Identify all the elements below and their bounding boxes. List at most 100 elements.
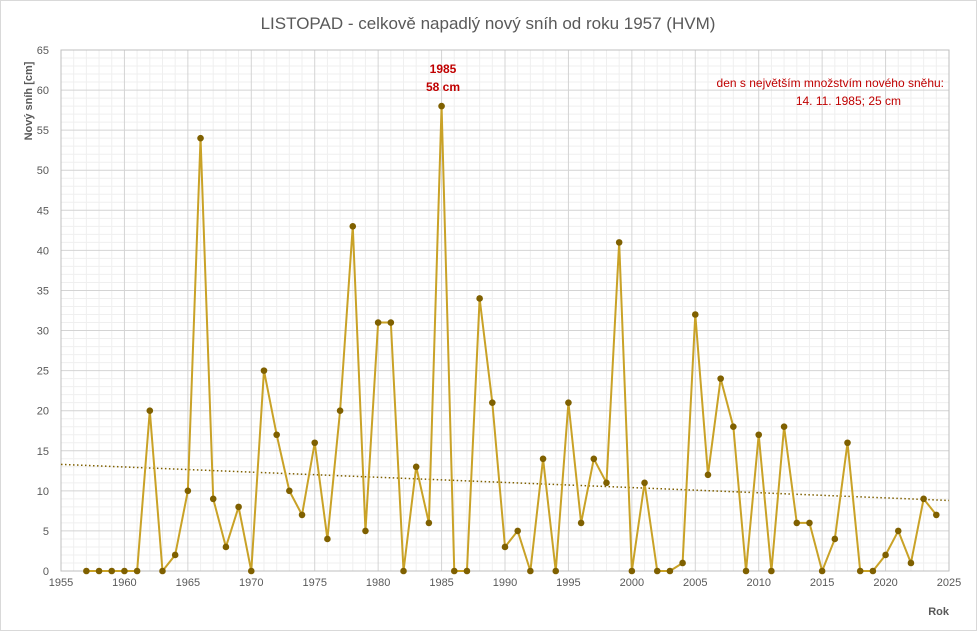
x-tick-label: 1960	[112, 577, 136, 589]
chart-title: LISTOPAD - celkově napadlý nový sníh od …	[261, 14, 716, 33]
record-day-annotation-line2: 14. 11. 1985; 25 cm	[796, 94, 901, 108]
y-tick-label: 50	[37, 165, 49, 177]
data-point	[171, 551, 179, 559]
data-point	[311, 439, 319, 447]
data-point	[273, 431, 280, 439]
data-point	[641, 479, 648, 487]
data-point	[159, 567, 166, 575]
y-tick-label: 10	[37, 486, 49, 498]
x-tick-label: 1990	[493, 577, 517, 589]
data-point	[818, 567, 826, 575]
data-point	[793, 519, 801, 527]
data-point	[844, 439, 851, 447]
data-point	[539, 455, 547, 463]
data-point	[704, 471, 712, 479]
data-point	[882, 551, 889, 559]
x-tick-label: 1975	[302, 577, 326, 589]
y-tick-label: 55	[37, 125, 49, 137]
data-point	[489, 399, 496, 406]
data-point	[324, 535, 331, 543]
data-point	[412, 463, 420, 471]
data-point	[133, 567, 141, 575]
y-tick-label: 0	[43, 566, 49, 578]
data-point	[806, 519, 813, 527]
data-point	[628, 567, 636, 575]
data-point	[349, 223, 357, 230]
data-point	[666, 567, 674, 575]
data-point	[780, 423, 788, 431]
data-point	[247, 567, 255, 575]
x-axis: 1955 1960 1965 1970 1975 1980 1985 1990 1995 2000…	[49, 577, 961, 589]
x-tick-label: 1965	[176, 577, 200, 589]
data-point	[260, 367, 268, 374]
y-axis-label: Nový sníh [cm]	[23, 61, 35, 140]
data-point	[653, 567, 661, 575]
data-point	[514, 527, 521, 535]
data-point	[717, 375, 724, 382]
data-point	[552, 567, 560, 575]
data-points	[83, 102, 940, 575]
data-point	[615, 239, 623, 246]
y-tick-label: 5	[43, 526, 49, 538]
data-point	[894, 527, 902, 535]
data-point	[374, 319, 382, 326]
data-point	[476, 295, 483, 302]
data-point	[387, 319, 395, 326]
data-point	[831, 535, 839, 543]
data-point	[501, 543, 509, 551]
data-point	[907, 559, 915, 567]
y-tick-label: 30	[37, 326, 49, 338]
y-tick-label: 60	[37, 85, 49, 97]
data-point	[691, 311, 699, 318]
data-point	[222, 543, 230, 551]
data-point	[184, 487, 192, 495]
x-tick-label: 2005	[683, 577, 707, 589]
data-point	[362, 527, 369, 535]
peak-value-annotation: 58 cm	[426, 80, 460, 94]
plot-frame	[60, 49, 950, 572]
y-tick-label: 20	[37, 406, 49, 418]
x-tick-label: 1955	[49, 577, 73, 589]
x-tick-label: 2000	[620, 577, 644, 589]
data-point	[742, 567, 750, 575]
y-tick-label: 25	[37, 366, 49, 378]
x-tick-label: 2020	[873, 577, 897, 589]
x-tick-label: 1995	[556, 577, 580, 589]
x-tick-label: 1970	[239, 577, 263, 589]
x-tick-label: 2015	[810, 577, 834, 589]
data-point	[209, 495, 217, 503]
y-axis: 0 5 10 15 20 25 30 35 40 45 50 55 60 65	[37, 45, 49, 578]
data-point	[755, 431, 763, 439]
data-point	[235, 503, 242, 511]
y-tick-label: 15	[37, 446, 49, 458]
data-point	[95, 567, 103, 575]
data-point	[197, 134, 204, 142]
data-point	[565, 399, 572, 406]
data-point	[856, 567, 864, 575]
data-point	[768, 567, 775, 575]
data-point	[400, 567, 407, 575]
peak-year-annotation: 1985	[430, 62, 457, 76]
data-point	[298, 511, 306, 519]
data-point	[108, 567, 116, 575]
data-point	[425, 519, 433, 527]
data-point	[577, 519, 585, 527]
data-point	[869, 567, 877, 575]
data-point	[336, 407, 344, 414]
data-point	[146, 407, 154, 414]
data-point	[603, 479, 610, 487]
x-tick-label: 2010	[746, 577, 770, 589]
data-point	[590, 455, 598, 463]
x-tick-label: 1985	[429, 577, 453, 589]
record-day-annotation-line1: den s největším množstvím nového sněhu:	[717, 76, 944, 90]
data-point	[463, 567, 471, 575]
data-point	[730, 423, 737, 431]
y-tick-label: 35	[37, 285, 49, 297]
data-point	[679, 559, 686, 567]
data-point	[438, 102, 445, 110]
data-point	[920, 495, 927, 503]
data-point	[933, 511, 940, 519]
data-point	[83, 567, 90, 575]
